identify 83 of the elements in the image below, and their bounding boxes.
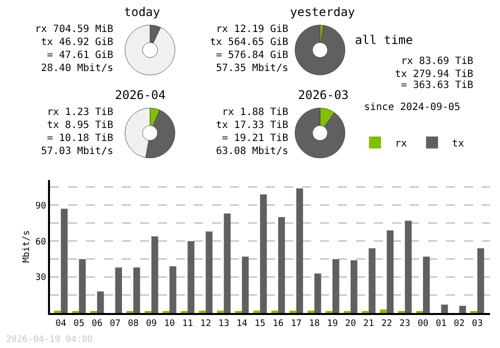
bar	[386, 230, 394, 313]
bar	[296, 188, 304, 313]
bar	[188, 241, 194, 313]
bar	[260, 194, 267, 313]
text: tx 8.95 TiB	[47, 120, 114, 131]
text: = 576.84 GiB	[216, 50, 288, 61]
bar	[170, 266, 176, 313]
text: tx 279.94 TiB	[395, 69, 474, 80]
bar	[97, 291, 104, 313]
text: tx 46.92 GiB	[41, 37, 114, 48]
x-tick-label: 18	[308, 318, 320, 329]
x-tick-label: 11	[182, 318, 194, 329]
legend-label: rx	[395, 138, 408, 150]
x-tick-label: 00	[418, 318, 428, 329]
bar	[78, 259, 86, 313]
x-tick-label: 19	[327, 318, 338, 329]
x-tick-label: 08	[128, 318, 139, 329]
x-tick-label: 10	[164, 318, 175, 329]
bar	[368, 248, 376, 313]
x-tick-label: 15	[254, 318, 266, 329]
bar	[404, 220, 412, 313]
y-tick-label: 60	[35, 237, 46, 248]
donut-slice	[124, 24, 176, 76]
text: 63.08 Mbit/s	[216, 146, 288, 157]
x-tick-label: 06	[92, 318, 102, 329]
x-tick-label: 07	[110, 318, 121, 329]
bar	[477, 248, 484, 313]
x-tick-label: 09	[146, 318, 157, 329]
text: since 2024-09-05	[364, 102, 460, 113]
text: = 363.63 TiB	[401, 80, 474, 91]
text: = 47.61 GiB	[47, 50, 114, 61]
x-tick-label: 21	[363, 318, 374, 329]
text: 57.03 Mbit/s	[41, 146, 114, 157]
y-axis-title: Mbit/s	[22, 230, 32, 263]
donut-slice	[294, 24, 346, 76]
chart-title: 2026-03	[298, 88, 349, 102]
bar	[459, 306, 466, 313]
text: 57.35 Mbit/s	[216, 63, 288, 74]
x-tick-label: 03	[472, 318, 483, 329]
bar	[206, 232, 213, 313]
x-tick-label: 17	[290, 318, 302, 329]
donut-slice	[294, 108, 346, 158]
bar	[423, 256, 430, 313]
x-tick-label: 16	[272, 318, 284, 329]
text: rx 1.88 TiB	[222, 107, 288, 118]
x-tick-label: 14	[236, 318, 248, 329]
y-tick-label: 30	[35, 273, 46, 284]
text: = 10.18 TiB	[47, 133, 114, 144]
chart-title: today	[124, 5, 160, 19]
bar	[133, 267, 140, 313]
text: rx 1.23 TiB	[47, 107, 114, 118]
bar	[60, 208, 68, 313]
x-tick-label: 01	[436, 318, 447, 329]
chart-title: 2026-04	[115, 88, 166, 102]
bar	[278, 217, 285, 313]
x-tick-label: 04	[55, 318, 66, 329]
bar	[441, 304, 448, 313]
text: rx 12.19 GiB	[216, 24, 288, 35]
bar	[380, 309, 387, 313]
x-tick-label: 05	[74, 318, 84, 329]
bar	[242, 256, 249, 313]
bar	[314, 273, 322, 313]
x-tick-label: 20	[345, 318, 356, 329]
text: all time	[355, 33, 413, 47]
text: rx 83.69 TiB	[401, 56, 474, 67]
x-tick-label: 02	[454, 318, 465, 329]
legend-label: tx	[452, 138, 464, 150]
x-tick-label: 12	[200, 318, 212, 329]
text: tx 17.33 TiB	[216, 120, 288, 131]
x-tick-label: 23	[399, 318, 410, 329]
text: 28.40 Mbit/s	[41, 63, 114, 74]
bar	[115, 267, 122, 313]
text: tx 564.65 GiB	[210, 37, 288, 48]
bar	[350, 260, 358, 313]
bar	[151, 236, 158, 313]
bar	[332, 259, 340, 313]
x-tick-label: 22	[381, 318, 392, 329]
text: rx 704.59 MiB	[35, 24, 114, 35]
text: = 19.21 TiB	[222, 133, 288, 144]
chart-title: yesterday	[290, 5, 356, 19]
x-tick-label: 13	[218, 318, 230, 329]
y-tick-label: 90	[35, 201, 46, 212]
bar	[224, 214, 231, 313]
